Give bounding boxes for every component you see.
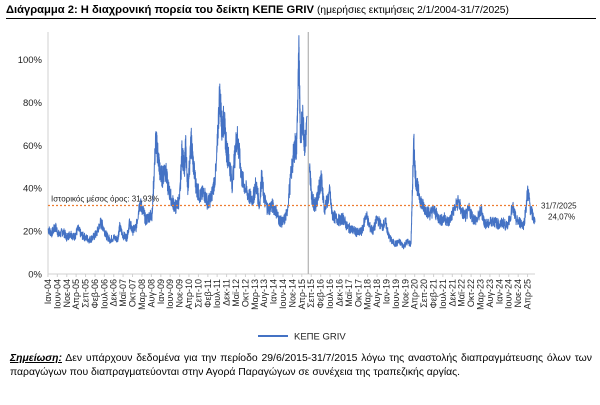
x-tick-label: Δεκ-16: [334, 279, 344, 307]
y-tick-label: 100%: [18, 55, 43, 66]
x-tick-label: Αυγ-08: [146, 279, 156, 307]
end-annotation-date: 31/7/2025: [541, 201, 577, 210]
x-tick-label: Αυγ-13: [259, 279, 269, 307]
y-tick-label: 0%: [28, 270, 42, 281]
x-tick-label: Δεκ-11: [222, 279, 232, 306]
x-tick-label: Μαϊ-07: [118, 279, 128, 307]
x-tick-label: Ιαν-24: [494, 279, 504, 304]
x-tick-label: Νοε-09: [175, 279, 185, 308]
x-tick-label: Μαρ-08: [137, 279, 147, 310]
x-tick-label: Νοε-24: [513, 279, 523, 308]
x-tick-label: Φεβ-11: [203, 279, 213, 308]
end-annotation-value: 24,07%: [548, 212, 575, 221]
x-tick-label: Φεβ-06: [90, 279, 100, 308]
x-tick-label: Απρ-25: [523, 279, 533, 309]
x-tick-label: Ιαν-09: [156, 279, 166, 304]
x-tick-label: Ιουν-14: [278, 279, 288, 309]
x-tick-label: Ιαν-04: [43, 279, 53, 304]
footnote-label: Σημείωση:: [10, 353, 62, 364]
griv-line-chart: 0%20%40%60%80%100%Ιαν-04 Ιουν-04 Νοε-04 Απρ…: [18, 32, 577, 343]
x-tick-label: Φεβ-21: [429, 279, 439, 308]
legend-label-kepe-griv: ΚΕΠΕ GRIV: [294, 332, 346, 343]
x-tick-label: Οκτ-22: [466, 279, 476, 307]
x-tick-label: Ιουν-24: [504, 279, 514, 309]
x-tick-label: Ιουλ-06: [99, 279, 109, 309]
x-tick-label: Απρ-15: [297, 279, 307, 309]
y-tick-label: 20%: [23, 227, 43, 238]
x-tick-label: Ιαν-14: [269, 279, 279, 304]
x-tick-label: Νοε-04: [62, 279, 72, 308]
x-tick-label: Νοε-19: [400, 279, 410, 308]
x-tick-label: Σεπ-10: [193, 279, 203, 308]
chart-title-main: Διάγραμμα 2: Η διαχρονική πορεία του δεί…: [6, 4, 314, 16]
x-tick-label: Απρ-10: [184, 279, 194, 309]
x-tick-label: Φεβ-16: [316, 279, 326, 308]
x-tick-label: Μαϊ-17: [344, 279, 354, 307]
x-tick-label: Ιουν-19: [391, 279, 401, 309]
y-tick-label: 60%: [23, 141, 43, 152]
y-tick-label: 80%: [23, 98, 43, 109]
chart-title-subtitle: (ημερήσιες εκτιμήσεις 2/1/2004-31/7/2025…: [317, 5, 509, 16]
x-tick-label: Μαρ-18: [363, 279, 373, 310]
x-tick-label: Ιουλ-11: [212, 279, 222, 308]
x-tick-label: Σεπ-20: [419, 279, 429, 308]
x-tick-label: Αυγ-18: [372, 279, 382, 307]
footnote-text: Δεν υπάρχουν δεδομένα για την περίοδο 29…: [10, 353, 592, 378]
x-tick-label: Αυγ-23: [485, 279, 495, 307]
x-tick-label: Μαρ-13: [250, 279, 260, 310]
x-tick-label: Ιουν-09: [165, 279, 175, 309]
x-tick-label: Οκτ-07: [128, 279, 138, 307]
chart-title: Διάγραμμα 2: Η διαχρονική πορεία του δεί…: [6, 4, 596, 19]
y-tick-label: 40%: [23, 184, 43, 195]
x-tick-label: Μαρ-23: [475, 279, 485, 310]
x-tick-label: Ιουλ-21: [438, 279, 448, 309]
x-tick-label: Οκτ-17: [353, 279, 363, 307]
x-tick-label: Ιαν-19: [382, 279, 392, 304]
x-tick-label: Δεκ-21: [447, 279, 457, 307]
x-tick-label: Μαϊ-12: [231, 279, 241, 307]
x-tick-label: Οκτ-12: [240, 279, 250, 307]
x-tick-label: Απρ-05: [71, 279, 81, 309]
x-tick-label: Απρ-20: [410, 279, 420, 309]
series-line-kepe-griv: [47, 35, 536, 250]
x-tick-label: Δεκ-06: [109, 279, 119, 307]
x-tick-label: Ιουν-04: [52, 279, 62, 309]
x-tick-label: Σεπ-05: [81, 279, 91, 308]
x-tick-label: Σεπ-15: [306, 279, 316, 308]
x-tick-label: Μαϊ-22: [457, 279, 467, 307]
x-tick-label: Νοε-14: [287, 279, 297, 308]
footnote: Σημείωση: Δεν υπάρχουν δεδομένα για την …: [10, 352, 592, 380]
x-tick-label: Ιουλ-16: [325, 279, 335, 309]
mean-line-label: Ιστορικός μέσος όρος: 31,93%: [51, 194, 159, 203]
